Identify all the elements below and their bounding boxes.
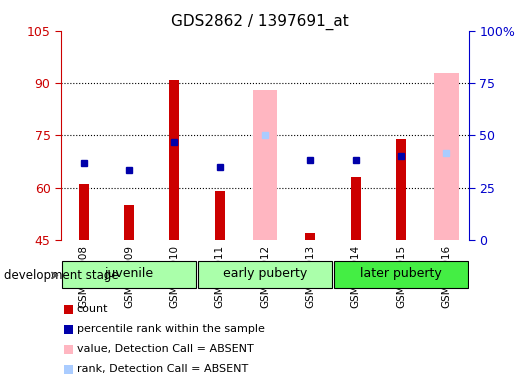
Text: early puberty: early puberty [223, 267, 307, 280]
FancyBboxPatch shape [198, 261, 332, 288]
Bar [434, 73, 459, 240]
Bar [124, 205, 134, 240]
Bar [169, 79, 179, 240]
FancyBboxPatch shape [62, 261, 196, 288]
Text: GDS2862 / 1397691_at: GDS2862 / 1397691_at [171, 13, 349, 30]
Bar [215, 191, 225, 240]
Text: percentile rank within the sample: percentile rank within the sample [77, 324, 264, 334]
Text: count: count [77, 304, 108, 314]
Text: value, Detection Call = ABSENT: value, Detection Call = ABSENT [77, 344, 253, 354]
Bar [78, 184, 89, 240]
Text: development stage: development stage [4, 269, 119, 282]
Bar [252, 90, 278, 240]
Bar [305, 233, 315, 240]
Text: rank, Detection Call = ABSENT: rank, Detection Call = ABSENT [77, 364, 248, 374]
Bar [351, 177, 361, 240]
Bar [396, 139, 406, 240]
Text: later puberty: later puberty [360, 267, 442, 280]
FancyBboxPatch shape [334, 261, 468, 288]
Text: juvenile: juvenile [104, 267, 154, 280]
